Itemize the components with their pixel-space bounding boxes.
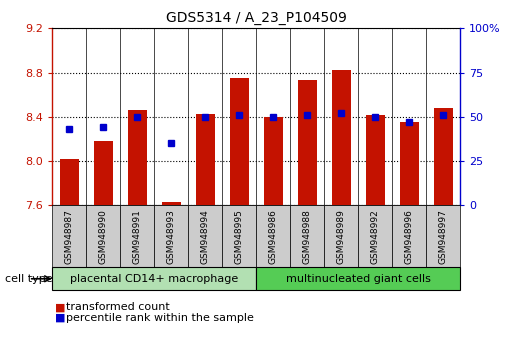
Text: GSM948993: GSM948993 bbox=[167, 209, 176, 264]
Bar bbox=[366, 115, 384, 205]
Text: placental CD14+ macrophage: placental CD14+ macrophage bbox=[70, 274, 238, 284]
Title: GDS5314 / A_23_P104509: GDS5314 / A_23_P104509 bbox=[166, 11, 347, 24]
Text: GSM948995: GSM948995 bbox=[235, 209, 244, 264]
Bar bbox=[128, 110, 146, 205]
Text: GSM948989: GSM948989 bbox=[337, 209, 346, 264]
Text: GSM948988: GSM948988 bbox=[303, 209, 312, 264]
Text: GSM948987: GSM948987 bbox=[65, 209, 74, 264]
Text: multinucleated giant cells: multinucleated giant cells bbox=[286, 274, 431, 284]
Bar bbox=[230, 78, 248, 205]
Bar bbox=[332, 70, 350, 205]
Bar bbox=[60, 159, 78, 205]
Bar bbox=[400, 122, 418, 205]
Text: GSM948994: GSM948994 bbox=[201, 209, 210, 264]
Text: GSM948991: GSM948991 bbox=[133, 209, 142, 264]
Bar bbox=[94, 141, 112, 205]
Bar bbox=[434, 108, 452, 205]
Text: ■: ■ bbox=[55, 302, 65, 312]
Text: ■: ■ bbox=[55, 313, 65, 323]
Text: GSM948990: GSM948990 bbox=[99, 209, 108, 264]
Text: cell type: cell type bbox=[5, 274, 53, 284]
Text: GSM948986: GSM948986 bbox=[269, 209, 278, 264]
Bar bbox=[162, 202, 180, 205]
Text: GSM948996: GSM948996 bbox=[405, 209, 414, 264]
Text: percentile rank within the sample: percentile rank within the sample bbox=[66, 313, 254, 323]
Text: GSM948992: GSM948992 bbox=[371, 209, 380, 264]
Bar bbox=[298, 80, 316, 205]
Bar bbox=[196, 114, 214, 205]
Text: GSM948997: GSM948997 bbox=[439, 209, 448, 264]
Text: transformed count: transformed count bbox=[66, 302, 170, 312]
Bar bbox=[264, 117, 282, 205]
